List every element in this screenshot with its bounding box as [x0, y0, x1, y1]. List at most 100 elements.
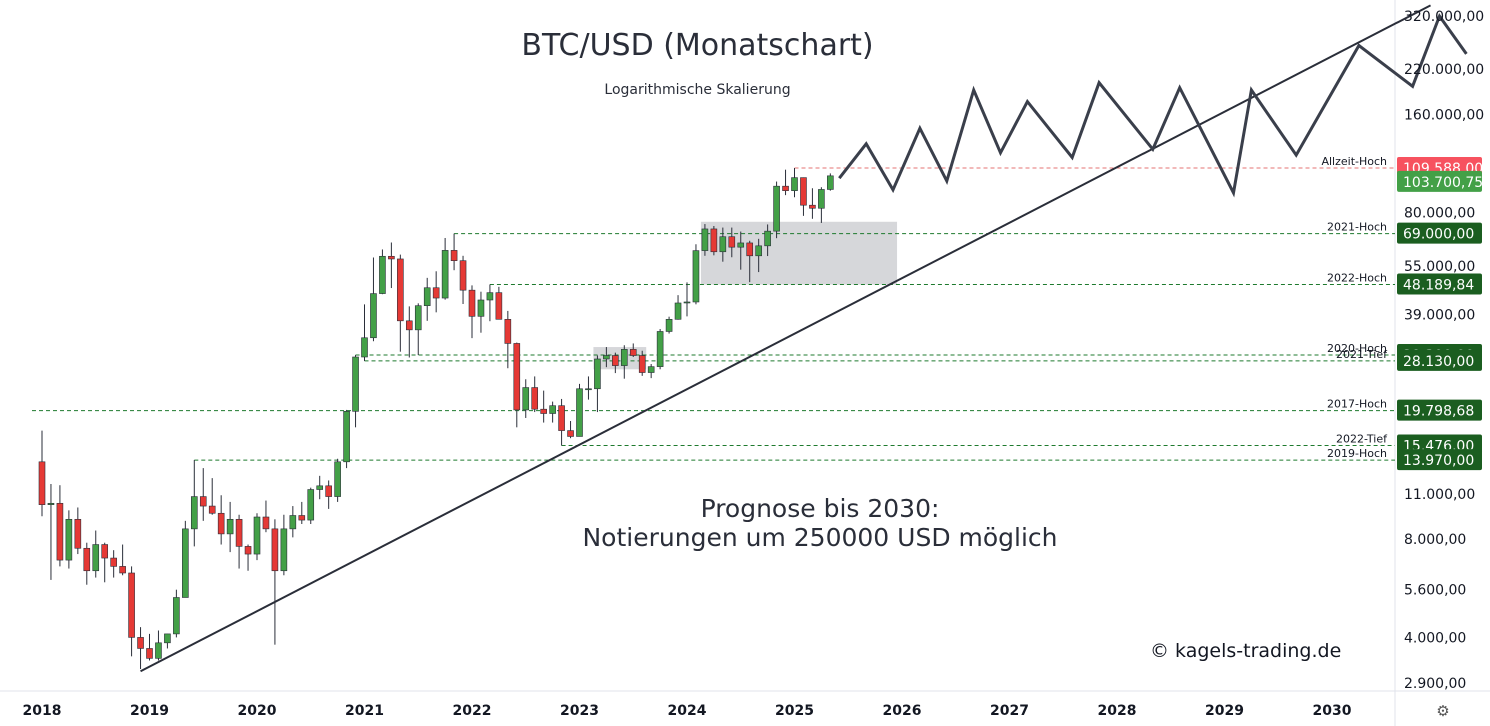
- candle-2024-01: [683, 301, 691, 304]
- candle-2023-10: [656, 331, 664, 367]
- y-tick-label: 5.600,00: [1404, 583, 1466, 599]
- level-price-box-5: [1397, 399, 1482, 421]
- forecast-line-1: Prognose bis 2030:: [700, 494, 940, 523]
- candle-2020-06: [298, 515, 306, 521]
- candle-2024-10: [764, 230, 771, 247]
- x-tick-label: 2024: [668, 703, 707, 719]
- candle-2023-11: [665, 319, 673, 332]
- candle-2024-07: [737, 242, 745, 248]
- candle-2020-07: [307, 489, 315, 521]
- candle-2024-11: [773, 185, 780, 232]
- candle-2024-03: [701, 228, 709, 251]
- candle-2023-01: [576, 388, 583, 437]
- candle-2023-02: [585, 388, 592, 391]
- candle-2023-03: [594, 358, 601, 390]
- candle-2023-06: [620, 349, 628, 366]
- candle-2019-09: [217, 512, 225, 535]
- candle-2023-04: [603, 355, 610, 360]
- level-price-box-1: [1397, 222, 1482, 244]
- forecast-line-2: Notierungen um 250000 USD möglich: [582, 523, 1058, 552]
- candle-2024-06: [728, 236, 736, 248]
- chart-subtitle: Logarithmische Skalierung: [604, 82, 791, 98]
- candle-2020-03: [271, 528, 279, 572]
- gear-icon[interactable]: ⚙: [1436, 702, 1450, 720]
- x-tick-label: 2019: [130, 703, 169, 719]
- candle-2022-11: [558, 405, 565, 431]
- x-tick-label: 2021: [345, 703, 384, 719]
- level-label-1: 2021-Hoch: [1327, 221, 1387, 234]
- candle-2018-05: [74, 518, 82, 549]
- level-label-7: 2019-Hoch: [1327, 447, 1387, 460]
- candle-2023-08: [638, 355, 646, 373]
- candle-2022-01: [468, 289, 476, 317]
- candle-2021-04: [388, 255, 395, 260]
- candle-2020-10: [334, 461, 341, 497]
- level-price-4: 28.130,00: [1403, 354, 1474, 370]
- candle-2018-06: [83, 547, 91, 572]
- candle-2020-01: [253, 516, 261, 555]
- candle-2018-09: [110, 557, 117, 567]
- candle-2021-10: [441, 250, 449, 299]
- candle-2020-05: [289, 515, 297, 530]
- current-price-box: [1397, 170, 1482, 192]
- candle-2021-05: [397, 258, 404, 322]
- candle-2023-07: [629, 349, 637, 356]
- copyright-text: © kagels-trading.de: [1150, 640, 1342, 662]
- candle-2024-09: [755, 245, 762, 257]
- candle-2021-12: [459, 260, 467, 291]
- x-tick-label: 2026: [883, 703, 922, 719]
- candle-2021-02: [370, 293, 377, 339]
- candle-2023-09: [647, 366, 655, 373]
- candle-2019-01: [146, 648, 153, 659]
- y-tick-label: 11.000,00: [1404, 487, 1475, 503]
- candle-2018-11: [128, 572, 135, 638]
- candle-2018-10: [119, 566, 126, 574]
- candle-2022-09: [540, 408, 547, 414]
- candle-2020-11: [343, 411, 350, 463]
- candle-2022-07: [522, 387, 530, 411]
- candle-2022-06: [513, 343, 521, 411]
- level-price-2: 48.189,84: [1403, 277, 1474, 293]
- candle-2021-09: [432, 287, 440, 299]
- candle-2018-07: [92, 544, 100, 572]
- candle-2018-02: [47, 502, 55, 505]
- candle-2019-04: [173, 597, 180, 635]
- candle-2019-12: [244, 546, 252, 555]
- y-tick-label: 2.900,00: [1404, 676, 1466, 692]
- x-tick-label: 2022: [453, 703, 492, 719]
- candle-2019-11: [235, 518, 243, 547]
- forecast-annotation: Prognose bis 2030: Notierungen um 250000…: [540, 494, 1100, 552]
- candle-2020-12: [352, 356, 359, 412]
- level-label-2: 2022-Hoch: [1327, 271, 1387, 284]
- candle-2021-07: [414, 305, 422, 331]
- candle-2025-01: [791, 177, 798, 191]
- candle-2022-12: [567, 430, 574, 437]
- level-price-1: 69.000,00: [1403, 227, 1474, 243]
- candle-2024-08: [746, 242, 754, 257]
- x-tick-label: 2018: [23, 703, 62, 719]
- candle-2021-11: [450, 250, 458, 261]
- candle-2018-04: [65, 518, 73, 561]
- level-price-box-2: [1397, 273, 1482, 295]
- candle-2025-03: [809, 204, 816, 209]
- level-price-box-7: [1397, 449, 1482, 471]
- y-tick-label: 39.000,00: [1404, 307, 1475, 323]
- candle-2024-02: [692, 250, 700, 303]
- candle-2022-05: [504, 319, 512, 344]
- y-tick-label: 220.000,00: [1404, 62, 1484, 78]
- x-tick-label: 2030: [1313, 703, 1352, 719]
- candle-2021-03: [379, 255, 386, 294]
- candle-2019-07: [199, 496, 207, 507]
- candle-2018-12: [137, 637, 144, 649]
- candle-2022-04: [495, 292, 503, 320]
- y-tick-label: 8.000,00: [1404, 532, 1466, 548]
- candle-2023-12: [674, 302, 682, 320]
- x-tick-label: 2025: [775, 703, 814, 719]
- candle-2021-08: [423, 287, 431, 306]
- candle-2024-12: [782, 185, 789, 191]
- candle-2019-03: [164, 633, 171, 644]
- level-price-5: 19.798,68: [1403, 404, 1474, 420]
- y-tick-label: 55.000,00: [1404, 259, 1475, 275]
- candle-2022-03: [486, 292, 494, 301]
